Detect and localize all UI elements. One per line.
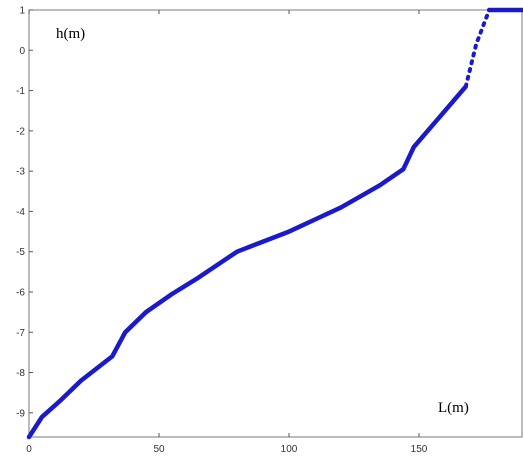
x-tick-label: 150 [411,444,428,455]
series-layer [26,7,523,440]
y-tick-label: -4 [16,207,25,218]
y-tick-label: -9 [16,408,25,419]
y-tick-label: 1 [19,6,25,17]
y-axis-label: h(m) [56,26,85,42]
y-tick-label: -1 [16,86,25,97]
y-tick-label: -8 [16,368,25,379]
x-tick-label: 0 [26,444,32,455]
x-axis-label: L(m) [438,400,469,416]
x-tick-label: 100 [281,444,298,455]
axis-ticks: 1 0 -1 -2 -3 -4 -5 -6 -7 -8 -9 0 50 100 150 [16,6,428,456]
plot-border [28,9,523,438]
y-tick-label: 0 [19,46,25,57]
y-tick-label: -6 [16,287,25,298]
series-line-dotted [463,8,492,89]
y-tick-label: -2 [16,126,25,137]
plot-frame [28,9,523,438]
series-line-0 [26,84,469,440]
y-tick-label: -3 [16,167,25,178]
x-tick-label: 50 [153,444,165,455]
y-tick-label: -5 [16,247,25,258]
y-tick-label: -7 [16,328,25,339]
